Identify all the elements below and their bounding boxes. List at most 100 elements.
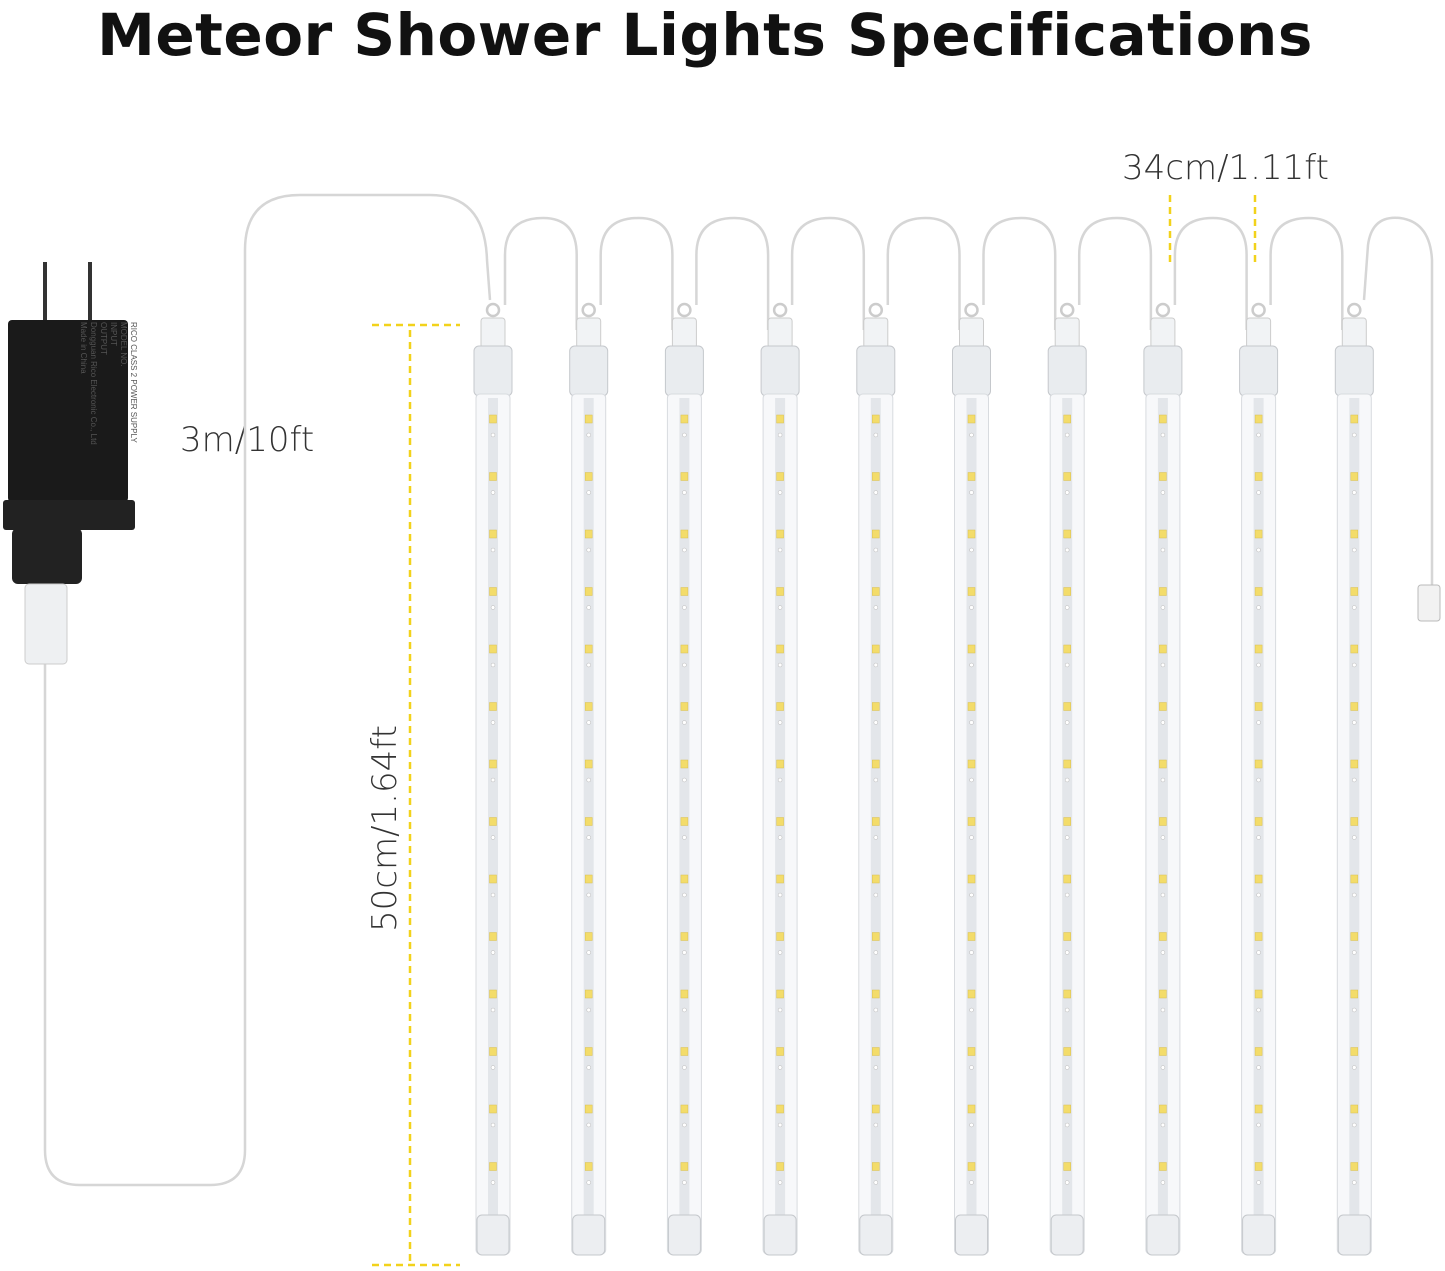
hang-loop — [1155, 302, 1171, 318]
resistor — [1160, 777, 1166, 783]
resistor — [777, 490, 783, 495]
resistor — [1256, 835, 1261, 840]
tube-cap — [952, 345, 991, 397]
resistor — [1160, 950, 1166, 955]
resistor — [777, 720, 783, 725]
resistor — [682, 950, 687, 955]
resistor — [969, 547, 974, 553]
resistor — [490, 547, 496, 553]
power-adapter — [3, 262, 1441, 665]
led — [1063, 1047, 1071, 1056]
tube-cap — [664, 345, 704, 397]
resistor — [873, 490, 879, 495]
resistor — [586, 490, 591, 495]
resistor — [1064, 605, 1070, 610]
resistor — [1256, 777, 1261, 783]
led — [489, 989, 497, 999]
led — [967, 759, 976, 769]
tube-cap — [473, 345, 513, 397]
hang-loop — [772, 302, 788, 318]
led — [680, 1104, 689, 1114]
led — [776, 644, 784, 654]
led — [1159, 874, 1167, 884]
resistor — [586, 720, 591, 725]
led — [1350, 932, 1359, 941]
resistor — [1256, 720, 1261, 725]
led — [584, 817, 593, 826]
adapter-line: INPUT — [109, 322, 118, 346]
led — [872, 759, 880, 769]
led — [1350, 529, 1359, 539]
led — [1063, 759, 1071, 769]
resistor — [586, 950, 591, 955]
led — [584, 1162, 593, 1171]
led — [1159, 759, 1167, 769]
led — [1159, 1047, 1167, 1056]
resistor — [969, 777, 974, 783]
led — [776, 759, 784, 769]
tube-cap — [480, 317, 506, 349]
resistor — [682, 777, 687, 783]
led — [1350, 817, 1359, 826]
resistor — [1352, 547, 1357, 553]
led — [776, 587, 784, 596]
led — [584, 932, 593, 941]
led — [967, 874, 976, 884]
resistor — [873, 1065, 879, 1070]
led — [584, 874, 593, 884]
led-strip — [1157, 398, 1168, 1218]
led — [872, 702, 880, 711]
led — [489, 932, 497, 941]
led — [776, 932, 784, 941]
led — [1254, 587, 1263, 596]
resistor — [969, 1122, 974, 1128]
led — [1254, 1104, 1263, 1114]
resistor — [1064, 547, 1070, 553]
led — [680, 932, 689, 941]
resistor — [873, 720, 879, 725]
led — [1254, 874, 1263, 884]
led — [680, 989, 689, 999]
resistor — [490, 490, 496, 495]
resistor — [1064, 1065, 1070, 1070]
led — [1063, 587, 1071, 596]
led — [584, 587, 593, 596]
led — [1254, 1047, 1263, 1056]
connecting-wire — [1173, 216, 1248, 330]
led — [967, 472, 976, 481]
resistor — [490, 1122, 496, 1128]
led — [1350, 414, 1359, 424]
led — [584, 472, 593, 481]
led — [1063, 932, 1071, 941]
light-tube — [952, 302, 991, 1256]
led — [872, 587, 880, 596]
resistor — [1160, 1065, 1166, 1070]
resistor — [586, 605, 591, 610]
resistor — [873, 777, 879, 783]
resistor — [1352, 777, 1357, 783]
adapter-line: Made in China — [79, 322, 88, 374]
led — [776, 1104, 784, 1114]
resistor — [969, 835, 974, 840]
end-connector — [1417, 584, 1441, 622]
cable-length-label: 3m/10ft — [180, 420, 315, 460]
led — [967, 1104, 976, 1114]
led — [872, 472, 880, 481]
led — [1159, 932, 1167, 941]
resistor — [490, 950, 496, 955]
tube-end-cap — [1050, 1214, 1084, 1256]
led-strip — [870, 398, 881, 1218]
resistor — [969, 662, 974, 668]
tube-end-cap — [1337, 1214, 1371, 1256]
led — [1350, 644, 1359, 654]
led — [776, 472, 784, 481]
resistor — [586, 1180, 591, 1185]
resistor — [1352, 720, 1357, 725]
resistor — [682, 1180, 687, 1185]
light-tube — [856, 302, 896, 1256]
resistor — [777, 1180, 783, 1185]
resistor — [873, 605, 879, 610]
connecting-wire — [886, 216, 961, 330]
resistor — [1256, 605, 1261, 610]
led — [489, 529, 497, 539]
